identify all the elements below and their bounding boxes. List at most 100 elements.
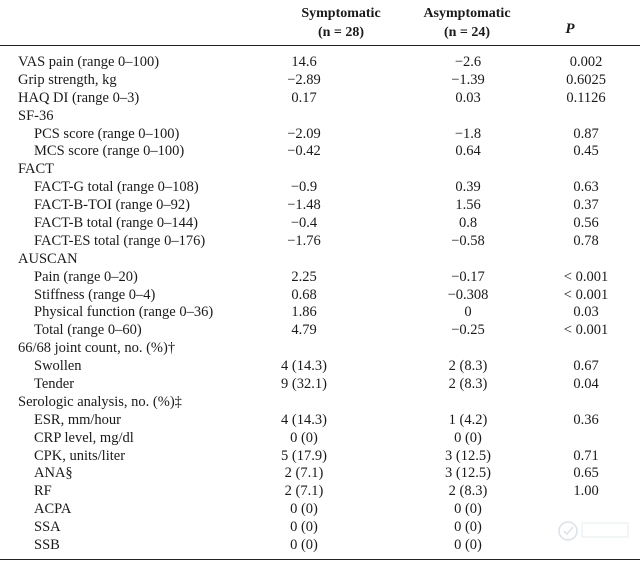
asymptomatic-value: −1.8 [454, 125, 482, 142]
table-row: SSA 0 (0) 0 (0) [0, 519, 640, 537]
table-row: Total (range 0–60) 4.79 −0.25 < 0.001 [0, 322, 640, 340]
p-value: 0.36 [573, 411, 599, 428]
symptomatic-value: 4 (14.3) [281, 411, 327, 428]
table-top-rule [0, 45, 640, 46]
p-value: 0.04 [573, 376, 599, 393]
table-row: Grip strength, kg −2.89 −1.39 0.6025 [0, 72, 640, 90]
row-label: Tender [34, 376, 75, 393]
table-row: Tender 9 (32.1) 2 (8.3) 0.04 [0, 376, 640, 394]
row-label: PCS score (range 0–100) [34, 125, 180, 142]
asymptomatic-value: 2 (8.3) [448, 483, 488, 500]
table-row: FACT-G total (range 0–108) −0.9 0.39 0.63 [0, 179, 640, 197]
symptomatic-value: 2.25 [291, 268, 317, 285]
symptomatic-value: −0.9 [290, 179, 318, 196]
asymptomatic-value: 3 (12.5) [445, 447, 491, 464]
symptomatic-value: −1.76 [287, 232, 321, 249]
table-row: FACT-ES total (range 0–176) −1.76 −0.58 0.7… [0, 233, 640, 251]
row-label: RF [34, 483, 52, 500]
table-row: FACT-B-TOI (range 0–92) −1.48 1.56 0.37 [0, 197, 640, 215]
p-value: < 0.001 [563, 322, 609, 339]
symptomatic-value: 1.86 [291, 304, 317, 321]
row-label: Physical function (range 0–36) [34, 304, 214, 321]
p-value: 1.00 [573, 483, 599, 500]
row-label: Swollen [34, 358, 82, 375]
row-label: Serologic analysis, no. (%)‡ [18, 393, 182, 410]
symptomatic-value: −0.42 [287, 143, 321, 160]
table-row: RF 2 (7.1) 2 (8.3) 1.00 [0, 483, 640, 501]
row-label: Pain (range 0–20) [34, 268, 138, 285]
row-label: 66/68 joint count, no. (%)† [18, 340, 176, 357]
p-value: 0.78 [573, 232, 599, 249]
table-bottom-rule [0, 559, 640, 560]
table-row: FACT [0, 161, 640, 179]
symptomatic-value: −2.89 [287, 71, 321, 88]
table-body: VAS pain (range 0–100) 14.6 −2.6 0.002 Grip … [0, 54, 640, 555]
table-row: ACPA 0 (0) 0 (0) [0, 501, 640, 519]
asymptomatic-value: 0 (0) [454, 519, 482, 536]
row-label: FACT [18, 161, 54, 178]
row-label: CPK, units/liter [34, 447, 126, 464]
symptomatic-value: −2.09 [287, 125, 321, 142]
table-row: MCS score (range 0–100) −0.42 0.64 0.45 [0, 143, 640, 161]
asymptomatic-value: −0.308 [447, 286, 489, 303]
row-label: CRP level, mg/dl [34, 429, 134, 446]
table-row: ANA§ 2 (7.1) 3 (12.5) 0.65 [0, 465, 640, 483]
p-value: 0.63 [573, 179, 599, 196]
table-row: FACT-B total (range 0–144) −0.4 0.8 0.56 [0, 215, 640, 233]
asymptomatic-value: −0.25 [451, 322, 485, 339]
header-symptomatic: Symptomatic (n = 28) [256, 4, 426, 42]
header-asymptomatic: Asymptomatic (n = 24) [382, 4, 552, 42]
symptomatic-value: 0.17 [291, 89, 317, 106]
row-label: SSB [34, 537, 60, 554]
header-asymptomatic-label: Asymptomatic [423, 6, 511, 21]
p-value: 0.1126 [566, 89, 606, 106]
row-label: FACT-ES total (range 0–176) [34, 232, 206, 249]
row-label: VAS pain (range 0–100) [18, 54, 160, 70]
row-label: Grip strength, kg [18, 71, 117, 88]
symptomatic-value: −0.4 [290, 215, 318, 232]
symptomatic-value: 4 (14.3) [281, 358, 327, 375]
asymptomatic-value: 3 (12.5) [445, 465, 491, 482]
table-row: PCS score (range 0–100) −2.09 −1.8 0.87 [0, 126, 640, 144]
symptomatic-value: 0 (0) [290, 501, 318, 518]
symptomatic-value: 0 (0) [290, 519, 318, 536]
p-value: 0.87 [573, 125, 599, 142]
table-row: Swollen 4 (14.3) 2 (8.3) 0.67 [0, 358, 640, 376]
asymptomatic-value: 0 (0) [454, 501, 482, 518]
row-label: MCS score (range 0–100) [34, 143, 185, 160]
row-label: FACT-G total (range 0–108) [34, 179, 199, 196]
row-label: HAQ DI (range 0–3) [18, 89, 140, 106]
symptomatic-value: 0 (0) [290, 429, 318, 446]
asymptomatic-value: −0.17 [451, 268, 485, 285]
p-value: 0.56 [573, 215, 599, 232]
asymptomatic-value: 0.64 [455, 143, 481, 160]
symptomatic-value: 4.79 [291, 322, 317, 339]
asymptomatic-value: 0 (0) [454, 537, 482, 554]
table-row: Stiffness (range 0–4) 0.68 −0.308 < 0.001 [0, 287, 640, 305]
table-row: Serologic analysis, no. (%)‡ [0, 394, 640, 412]
symptomatic-value: 2 (7.1) [284, 483, 324, 500]
asymptomatic-value: 0.03 [455, 89, 481, 106]
watermark-logo-icon [558, 521, 629, 541]
asymptomatic-value: 1 (4.2) [448, 411, 488, 428]
table-row: CRP level, mg/dl 0 (0) 0 (0) [0, 430, 640, 448]
row-label: FACT-B-TOI (range 0–92) [34, 197, 190, 214]
p-value: 0.67 [573, 358, 599, 375]
header-symptomatic-n: (n = 28) [317, 25, 365, 40]
table-row: Physical function (range 0–36) 1.86 0 0.03 [0, 304, 640, 322]
row-label: SF-36 [18, 107, 54, 124]
p-value: 0.37 [573, 197, 599, 214]
asymptomatic-value: 2 (8.3) [448, 358, 488, 375]
p-value: 0.71 [573, 447, 599, 464]
asymptomatic-value: 2 (8.3) [448, 376, 488, 393]
header-p-value: P [565, 21, 575, 37]
asymptomatic-value: −0.58 [451, 232, 485, 249]
p-value: 0.65 [573, 465, 599, 482]
symptomatic-value: 2 (7.1) [284, 465, 324, 482]
table-row: ESR, mm/hour 4 (14.3) 1 (4.2) 0.36 [0, 412, 640, 430]
table-row: HAQ DI (range 0–3) 0.17 0.03 0.1126 [0, 90, 640, 108]
table-row: AUSCAN [0, 251, 640, 269]
asymptomatic-value: 1.56 [455, 197, 481, 214]
asymptomatic-value: −1.39 [451, 71, 485, 88]
